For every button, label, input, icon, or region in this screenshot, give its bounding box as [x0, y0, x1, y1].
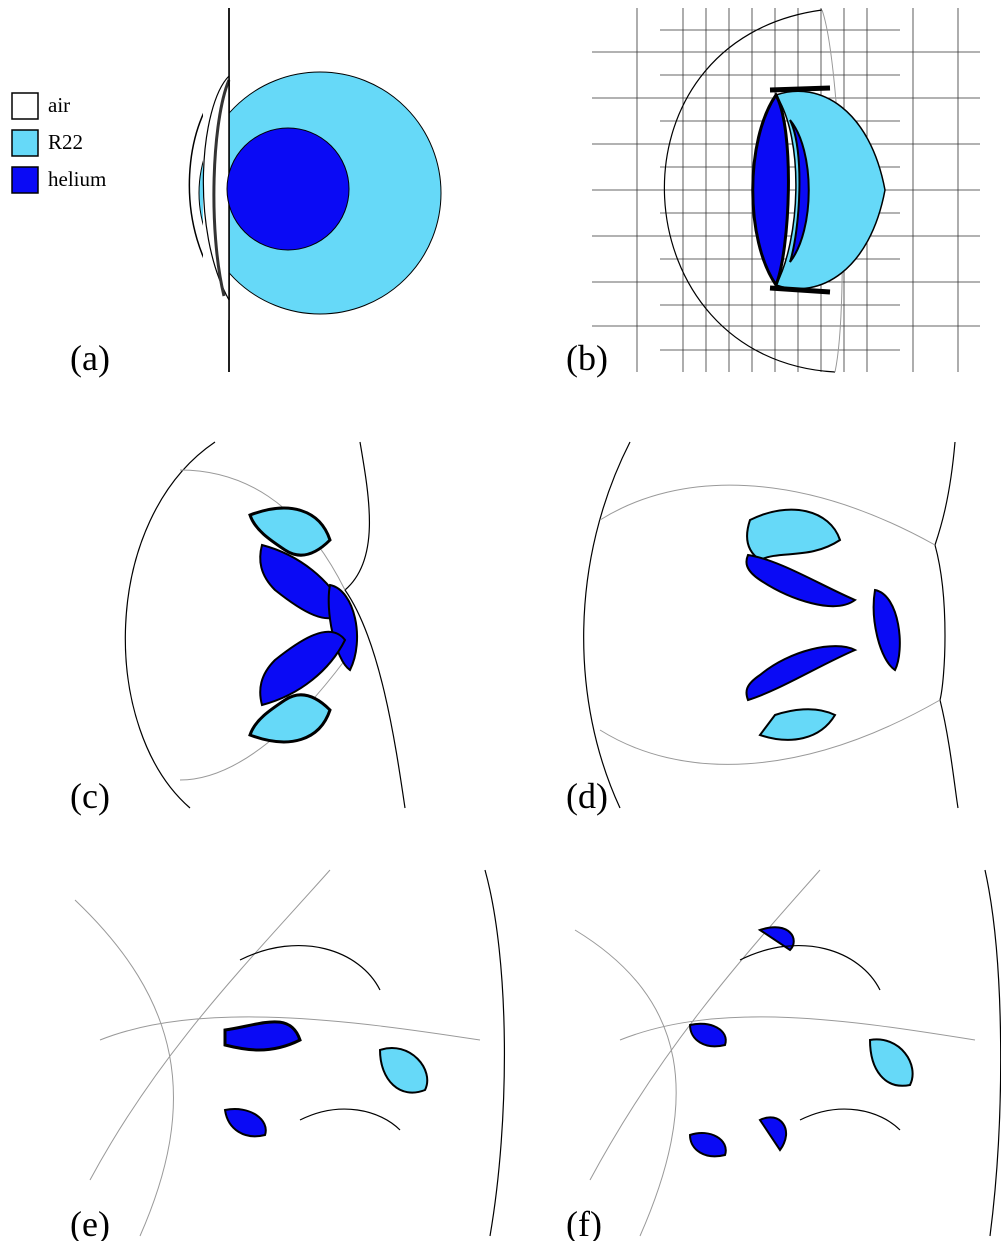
panel-a — [189, 8, 441, 372]
page: air R22 helium — [0, 0, 1001, 1241]
legend-swatch — [12, 167, 38, 193]
panel-c — [125, 442, 405, 808]
panel-label: (b) — [566, 338, 608, 378]
legend-swatch — [12, 130, 38, 156]
panel-label: (f) — [566, 1204, 602, 1241]
legend: air R22 helium — [12, 93, 106, 193]
legend-label: air — [48, 93, 70, 117]
figure: air R22 helium — [0, 0, 1001, 1241]
panel-label: (a) — [70, 338, 110, 378]
legend-swatch — [12, 93, 38, 119]
panel-label: (d) — [566, 776, 608, 816]
legend-label: R22 — [48, 130, 83, 154]
panel-e — [75, 870, 504, 1236]
panel-f — [575, 870, 1001, 1236]
panel-b — [592, 8, 980, 372]
panel-d — [584, 442, 958, 808]
legend-label: helium — [48, 167, 106, 191]
panel-label: (e) — [70, 1204, 110, 1241]
panel-label: (c) — [70, 776, 110, 816]
